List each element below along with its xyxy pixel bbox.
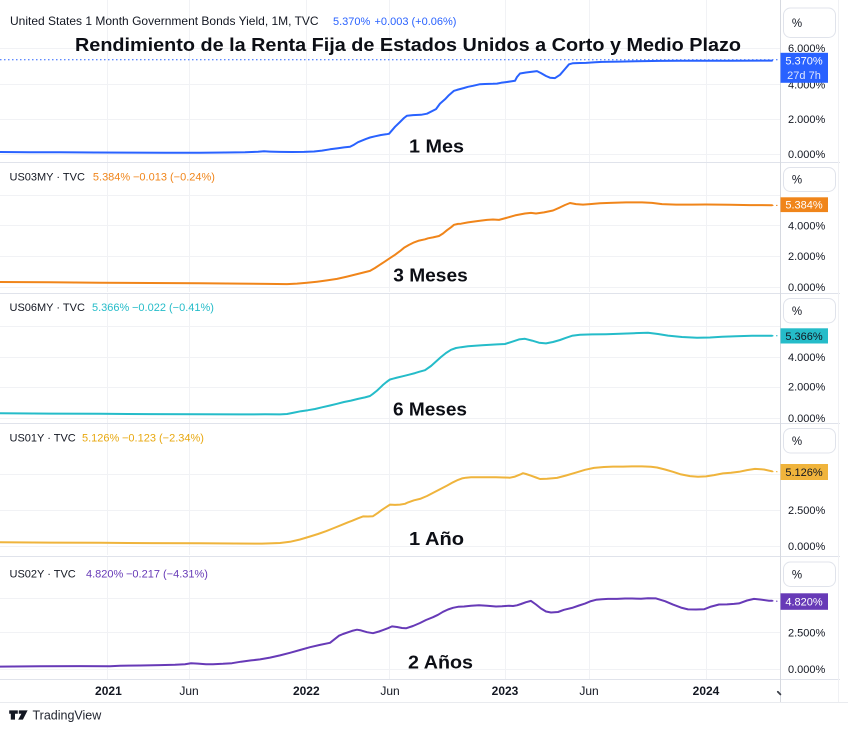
svg-text:4.000%: 4.000% — [788, 352, 826, 364]
svg-text:Jun: Jun — [179, 684, 198, 698]
svg-text:Jun: Jun — [579, 684, 598, 698]
svg-text:%: % — [792, 18, 802, 30]
svg-text:US02Y · TVC: US02Y · TVC — [10, 568, 76, 580]
svg-text:US06MY · TVC: US06MY · TVC — [10, 302, 85, 314]
svg-text:4.820%: 4.820% — [86, 568, 124, 580]
svg-text:2.500%: 2.500% — [788, 628, 826, 640]
svg-text:−0.013 (−0.24%): −0.013 (−0.24%) — [133, 171, 215, 183]
svg-text:%: % — [792, 569, 802, 581]
svg-text:0.000%: 0.000% — [788, 664, 826, 676]
svg-text:0.000%: 0.000% — [788, 541, 826, 553]
svg-text:Rendimiento de la Renta Fija d: Rendimiento de la Renta Fija de Estados … — [75, 35, 741, 55]
svg-text:0.000%: 0.000% — [788, 282, 826, 294]
svg-text:5.126%: 5.126% — [785, 467, 823, 479]
svg-text:−0.022 (−0.41%): −0.022 (−0.41%) — [132, 302, 214, 314]
svg-text:5.384%: 5.384% — [93, 171, 131, 183]
svg-text:0.000%: 0.000% — [788, 413, 826, 425]
svg-text:2.000%: 2.000% — [788, 114, 826, 126]
svg-text:5.384%: 5.384% — [785, 200, 823, 212]
svg-text:1 Mes: 1 Mes — [409, 137, 464, 157]
svg-text:6.000%: 6.000% — [788, 43, 826, 55]
svg-text:−0.123 (−2.34%): −0.123 (−2.34%) — [122, 432, 204, 444]
svg-text:%: % — [792, 306, 802, 318]
svg-text:US01Y · TVC: US01Y · TVC — [10, 432, 76, 444]
svg-text:5.370%: 5.370% — [333, 16, 371, 28]
svg-text:2.000%: 2.000% — [788, 251, 826, 263]
svg-text:4.000%: 4.000% — [788, 221, 826, 233]
svg-text:3 Meses: 3 Meses — [393, 265, 468, 285]
svg-text:−0.217 (−4.31%): −0.217 (−4.31%) — [126, 568, 208, 580]
svg-text:0.000%: 0.000% — [788, 149, 826, 161]
svg-text:2021: 2021 — [95, 684, 122, 698]
svg-text:2024: 2024 — [693, 684, 720, 698]
svg-text:5.366%: 5.366% — [92, 302, 130, 314]
svg-text:27d 7h: 27d 7h — [787, 70, 821, 82]
svg-text:US03MY · TVC: US03MY · TVC — [10, 171, 85, 183]
svg-text:2023: 2023 — [492, 684, 519, 698]
svg-text:5.366%: 5.366% — [785, 331, 823, 343]
svg-text:Jun: Jun — [380, 684, 399, 698]
svg-text:2.000%: 2.000% — [788, 382, 826, 394]
svg-text:%: % — [792, 175, 802, 187]
svg-text:1 Año: 1 Año — [409, 529, 464, 549]
svg-text:4.820%: 4.820% — [785, 596, 823, 608]
svg-text:+0.003 (+0.06%): +0.003 (+0.06%) — [375, 16, 457, 28]
svg-text:6 Meses: 6 Meses — [393, 400, 467, 420]
svg-text:2.500%: 2.500% — [788, 505, 826, 517]
svg-text:2022: 2022 — [293, 684, 320, 698]
svg-text:%: % — [792, 436, 802, 448]
svg-text:5.370%: 5.370% — [785, 55, 823, 67]
svg-text:5.126%: 5.126% — [82, 432, 120, 444]
svg-text:2 Años: 2 Años — [408, 653, 473, 673]
svg-text:United States 1 Month Governme: United States 1 Month Government Bonds Y… — [10, 14, 319, 28]
svg-text:TradingView: TradingView — [33, 709, 103, 723]
